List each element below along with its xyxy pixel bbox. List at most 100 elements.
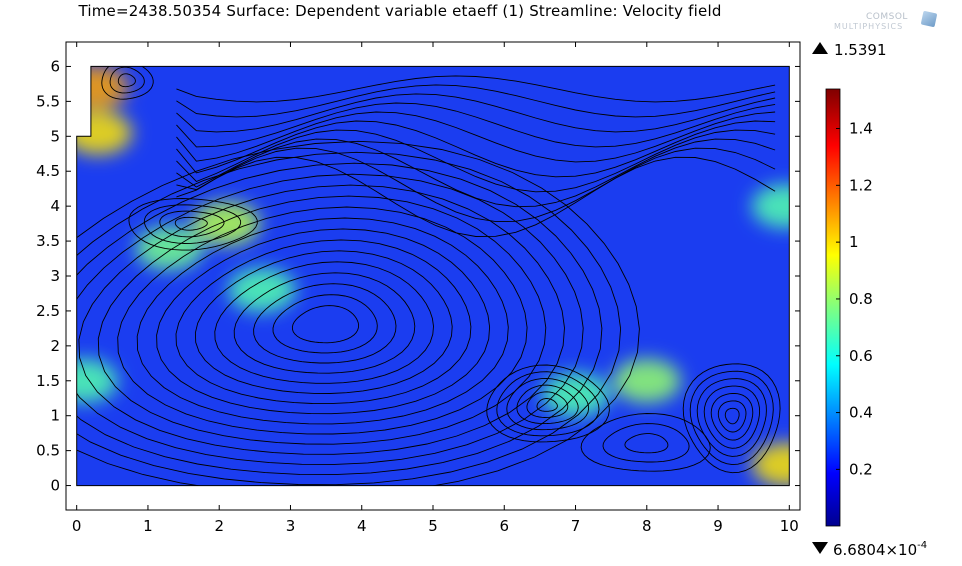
streamline bbox=[176, 120, 776, 178]
streamline bbox=[117, 73, 136, 88]
streamline bbox=[214, 261, 434, 384]
streamline bbox=[109, 66, 145, 94]
x-tick-label: 6 bbox=[499, 517, 509, 535]
surface-hotspot bbox=[751, 184, 790, 229]
streamline bbox=[624, 433, 669, 454]
surface-hotspot bbox=[751, 442, 790, 486]
surface-hotspot bbox=[192, 201, 261, 246]
streamline bbox=[176, 138, 776, 208]
y-tick-label: 6 bbox=[50, 57, 60, 75]
x-tick-label: 8 bbox=[642, 517, 652, 535]
colorbar-min-exponent: -4 bbox=[917, 540, 927, 551]
streamline bbox=[175, 239, 472, 405]
streamline bbox=[724, 407, 740, 425]
streamline bbox=[101, 66, 154, 100]
streamline bbox=[506, 377, 590, 431]
colorbar-ticks: 1.4 1.2 1 0.8 0.6 0.4 0.2 bbox=[836, 120, 873, 478]
surface-base bbox=[76, 66, 790, 486]
streamline bbox=[78, 184, 565, 455]
x-tick-label: 0 bbox=[72, 517, 82, 535]
y-tick-label: 0 bbox=[50, 477, 60, 495]
comsol-logo: COMSOL MULTIPHYSICS bbox=[826, 10, 946, 36]
streamline bbox=[580, 413, 711, 472]
x-tick-label: 7 bbox=[571, 517, 581, 535]
y-tick-label: 5.5 bbox=[36, 92, 60, 110]
streamline bbox=[486, 364, 610, 443]
x-tick-label: 5 bbox=[428, 517, 438, 535]
streamline bbox=[76, 162, 603, 476]
streamline bbox=[516, 384, 579, 425]
streamline bbox=[253, 283, 397, 364]
streamline bbox=[233, 272, 416, 374]
x-axis: 0 1 2 3 4 5 6 7 8 9 10 bbox=[72, 42, 799, 535]
streamline bbox=[117, 206, 528, 435]
y-axis: 0 0.5 1 1.5 2 2.5 3 3.5 4 4.5 5 5.5 6 bbox=[36, 57, 800, 495]
surface-plot bbox=[76, 66, 790, 486]
surface-hotspots bbox=[76, 66, 790, 486]
streamline bbox=[496, 371, 600, 437]
streamline bbox=[128, 198, 258, 251]
y-tick-label: 2 bbox=[50, 337, 60, 355]
y-tick-label: 3.5 bbox=[36, 232, 60, 250]
streamline bbox=[176, 93, 776, 133]
streamline bbox=[176, 102, 776, 148]
colorbar-tick-label: 0.2 bbox=[849, 460, 873, 478]
streamline bbox=[136, 217, 509, 425]
streamline bbox=[689, 370, 774, 466]
x-tick-label: 9 bbox=[713, 517, 723, 535]
streamline bbox=[156, 228, 491, 415]
colorbar-min-label: 6.6804×10-4 bbox=[833, 540, 927, 559]
streamline bbox=[176, 129, 776, 193]
streamline bbox=[272, 294, 378, 354]
y-tick-label: 5 bbox=[50, 127, 60, 145]
colorbar-tick-label: 0.4 bbox=[849, 404, 873, 422]
colorbar-max-label: 1.5391 bbox=[834, 41, 887, 59]
logo-text-comsol: COMSOL bbox=[866, 12, 908, 22]
colorbar-gradient bbox=[825, 88, 841, 527]
x-tick-label: 2 bbox=[214, 517, 224, 535]
logo-text-multiphysics: MULTIPHYSICS bbox=[834, 22, 904, 31]
streamlines bbox=[76, 66, 781, 486]
y-tick-label: 1.5 bbox=[36, 372, 60, 390]
colorbar-tick-label: 0.8 bbox=[849, 290, 873, 308]
streamline bbox=[710, 393, 754, 441]
streamline bbox=[76, 140, 640, 486]
streamline bbox=[176, 75, 776, 103]
plot-title: Time=2438.50354 Surface: Dependent varia… bbox=[78, 2, 722, 20]
streamline bbox=[176, 156, 776, 237]
colorbar-tick-label: 1.4 bbox=[849, 120, 873, 138]
triangle-down-icon bbox=[812, 542, 828, 554]
x-tick-label: 10 bbox=[780, 517, 799, 535]
streamline bbox=[717, 400, 747, 433]
y-tick-label: 1 bbox=[50, 407, 60, 425]
y-tick-label: 4 bbox=[50, 197, 60, 215]
y-tick-label: 0.5 bbox=[36, 442, 60, 460]
streamline bbox=[526, 391, 569, 418]
colorbar-tick-label: 1 bbox=[849, 233, 859, 251]
triangle-up-icon bbox=[812, 42, 828, 54]
streamline bbox=[194, 250, 453, 394]
streamline bbox=[159, 210, 225, 238]
surface-hotspot bbox=[612, 358, 681, 403]
colorbar-tick-label: 0.6 bbox=[849, 347, 873, 365]
colorbar-tick-label: 1.2 bbox=[849, 176, 873, 194]
streamline bbox=[682, 363, 781, 474]
x-tick-label: 4 bbox=[357, 517, 367, 535]
streamline bbox=[76, 173, 584, 465]
surface-hotspot bbox=[227, 267, 296, 312]
streamline bbox=[97, 195, 547, 445]
streamline bbox=[703, 385, 761, 449]
y-tick-label: 2.5 bbox=[36, 302, 60, 320]
domain-outline bbox=[76, 65, 790, 487]
streamline bbox=[536, 398, 558, 412]
x-tick-label: 3 bbox=[286, 517, 296, 535]
streamline bbox=[176, 111, 776, 163]
colorbar: 1.4 1.2 1 0.8 0.6 0.4 0.2 1.5391 6.6804×10-4 bbox=[812, 41, 927, 559]
streamline bbox=[696, 378, 767, 457]
streamline bbox=[176, 84, 776, 118]
y-tick-label: 4.5 bbox=[36, 162, 60, 180]
surface-hotspot bbox=[135, 226, 204, 271]
streamline bbox=[602, 423, 690, 463]
colorbar-min-mantissa: 6.6804×10 bbox=[833, 541, 917, 559]
